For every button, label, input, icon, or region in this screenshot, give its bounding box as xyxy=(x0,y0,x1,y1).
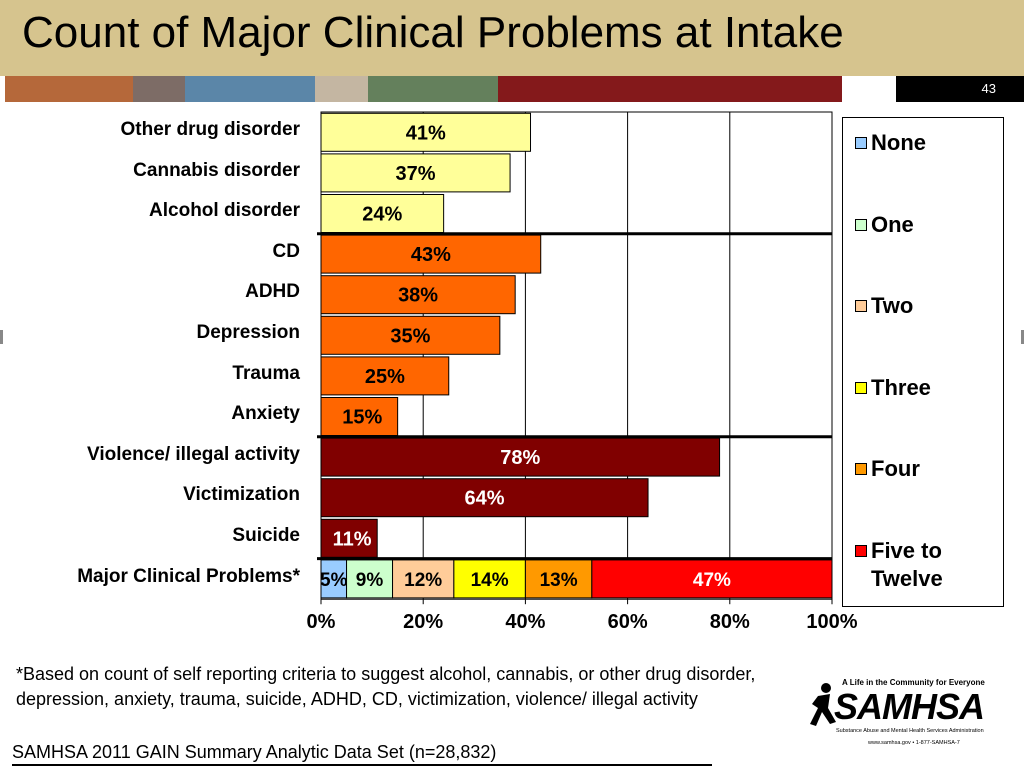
data-label: 11% xyxy=(333,528,372,550)
strip-segment xyxy=(133,76,185,102)
category-label: Alcohol disorder xyxy=(149,200,300,222)
source-citation: SAMHSA 2011 GAIN Summary Analytic Data S… xyxy=(12,742,497,762)
bar xyxy=(320,315,501,355)
stacked-segment xyxy=(346,559,394,599)
data-label: 15% xyxy=(342,407,382,429)
category-label: Trauma xyxy=(232,362,300,384)
x-tick-label: 60% xyxy=(608,611,648,633)
data-label: 41% xyxy=(406,122,446,144)
plot-area xyxy=(320,111,833,600)
legend-item-four: Four xyxy=(855,455,920,483)
category-label: Major Clinical Problems* xyxy=(77,565,300,587)
legend-item-two: Two xyxy=(855,292,914,320)
running-figure-icon xyxy=(810,683,836,726)
legend-swatch xyxy=(855,137,867,149)
logo-tagline: A Life in the Community for Everyone xyxy=(842,678,985,687)
legend-label: One xyxy=(871,212,914,237)
data-label: 43% xyxy=(411,244,451,266)
legend-label: Three xyxy=(871,375,931,400)
data-label: 78% xyxy=(500,447,540,469)
strip-segment xyxy=(315,76,368,102)
category-label: Victimization xyxy=(183,484,300,506)
legend-item-one: One xyxy=(855,211,914,239)
strip-segment xyxy=(368,76,498,102)
data-label: 38% xyxy=(398,285,438,307)
stacked-data-label: 9% xyxy=(356,570,384,591)
edge-mark xyxy=(1021,330,1024,344)
legend-label: Five to Twelve xyxy=(871,538,943,591)
bar xyxy=(320,234,542,274)
edge-mark xyxy=(0,330,3,344)
bar xyxy=(320,275,516,315)
bar xyxy=(320,397,399,436)
stacked-data-label: 12% xyxy=(404,570,442,591)
data-label: 37% xyxy=(396,163,436,185)
legend-swatch xyxy=(855,300,867,312)
category-label: Other drug disorder xyxy=(120,119,300,140)
stacked-data-label: 47% xyxy=(693,570,731,591)
source-underline xyxy=(12,764,712,766)
stacked-data-label: 13% xyxy=(540,570,578,591)
legend-swatch xyxy=(855,463,867,475)
logo-wordmark: SAMHSA xyxy=(834,686,985,727)
legend-swatch xyxy=(855,382,867,394)
chart-legend: None One Two Three Four Five to Twelve xyxy=(842,117,1004,607)
bar xyxy=(320,518,378,558)
data-label: 35% xyxy=(390,325,430,347)
data-label: 25% xyxy=(365,366,405,388)
strip-segment xyxy=(185,76,315,102)
slide-number: 43 xyxy=(896,76,1024,102)
bar xyxy=(320,153,511,193)
stacked-segment xyxy=(524,559,593,599)
legend-item-three: Three xyxy=(855,374,931,402)
x-tick-label: 20% xyxy=(403,611,443,633)
legend-swatch xyxy=(855,219,867,231)
legend-item-none: None xyxy=(855,129,926,157)
footnote: *Based on count of self reporting criter… xyxy=(16,664,756,709)
color-strip: 43 xyxy=(0,76,1024,102)
slide-title: Count of Major Clinical Problems at Inta… xyxy=(22,8,844,57)
data-label: 64% xyxy=(465,488,505,510)
category-label: Cannabis disorder xyxy=(133,159,300,181)
strip-segment xyxy=(498,76,842,102)
samhsa-logo: A Life in the Community for Everyone SAM… xyxy=(808,676,1008,756)
category-label: Depression xyxy=(196,322,300,343)
category-label: Suicide xyxy=(232,525,300,546)
category-label: CD xyxy=(272,240,300,262)
stacked-segment xyxy=(320,559,348,599)
x-tick-label: 100% xyxy=(806,611,857,633)
logo-url: www.samhsa.gov • 1-877-SAMHSA-7 xyxy=(868,740,960,746)
bar xyxy=(320,437,721,477)
stacked-segment xyxy=(392,559,455,599)
stacked-data-label: 5% xyxy=(320,570,348,591)
x-tick-label: 40% xyxy=(505,611,545,633)
stacked-segment xyxy=(453,559,526,599)
stacked-data-label: 14% xyxy=(471,570,509,591)
bar xyxy=(320,194,445,233)
legend-item-five-to-twelve: Five to Twelve xyxy=(855,537,991,593)
title-bar: Count of Major Clinical Problems at Inta… xyxy=(0,0,1024,76)
category-label: Violence/ illegal activity xyxy=(87,443,300,465)
stacked-segment xyxy=(591,559,833,599)
x-tick-label: 0% xyxy=(307,611,336,633)
legend-label: Four xyxy=(871,456,920,481)
strip-segment xyxy=(5,76,133,102)
bar xyxy=(320,112,532,152)
logo-subtitle: Substance Abuse and Mental Health Servic… xyxy=(836,728,984,734)
x-tick-label: 80% xyxy=(710,611,750,633)
bar xyxy=(320,356,450,396)
data-label: 24% xyxy=(362,204,402,226)
legend-swatch xyxy=(855,545,867,557)
legend-label: None xyxy=(871,130,926,155)
category-label: Anxiety xyxy=(231,403,300,425)
bar xyxy=(320,478,649,518)
category-label: ADHD xyxy=(245,281,300,303)
legend-label: Two xyxy=(871,293,914,318)
